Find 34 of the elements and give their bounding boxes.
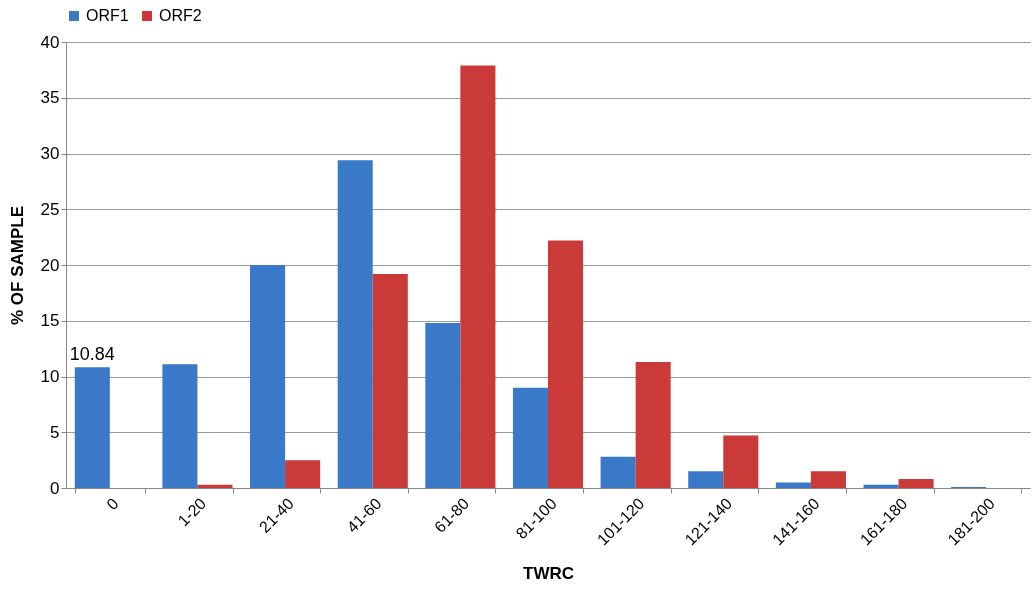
bar <box>197 484 233 488</box>
y-tick-label: 5 <box>50 422 60 442</box>
y-axis-title: % OF SAMPLE <box>7 205 27 326</box>
y-tick-label: 40 <box>40 32 60 52</box>
y-tick-label: 15 <box>40 311 60 331</box>
x-tick-label: 0 <box>103 494 122 514</box>
bar <box>810 471 846 488</box>
y-tick-label: 10 <box>40 367 60 386</box>
x-axis-title: TWRC <box>523 564 574 584</box>
data-label: 10.84 <box>69 344 115 365</box>
legend-label: ORF1 <box>86 7 129 24</box>
y-tick-label: 30 <box>40 144 60 163</box>
y-tick-label: 35 <box>40 88 60 108</box>
bar <box>600 456 636 488</box>
bar <box>863 484 899 488</box>
bar <box>898 479 934 488</box>
bar <box>635 362 671 488</box>
bar <box>74 367 110 488</box>
legend-label: ORF2 <box>159 7 202 24</box>
bar <box>548 240 584 488</box>
bar <box>337 160 373 488</box>
bar <box>425 322 461 488</box>
bar <box>723 435 759 488</box>
y-tick-label: 0 <box>50 478 60 498</box>
bar <box>162 364 198 488</box>
y-tick-label: 25 <box>40 199 60 219</box>
bar <box>775 482 811 488</box>
bar <box>688 471 724 488</box>
y-tick-label: 20 <box>40 255 60 275</box>
bar <box>512 387 548 488</box>
bar <box>460 65 496 488</box>
bar <box>285 460 321 488</box>
bar <box>250 265 286 488</box>
bar <box>372 273 408 488</box>
